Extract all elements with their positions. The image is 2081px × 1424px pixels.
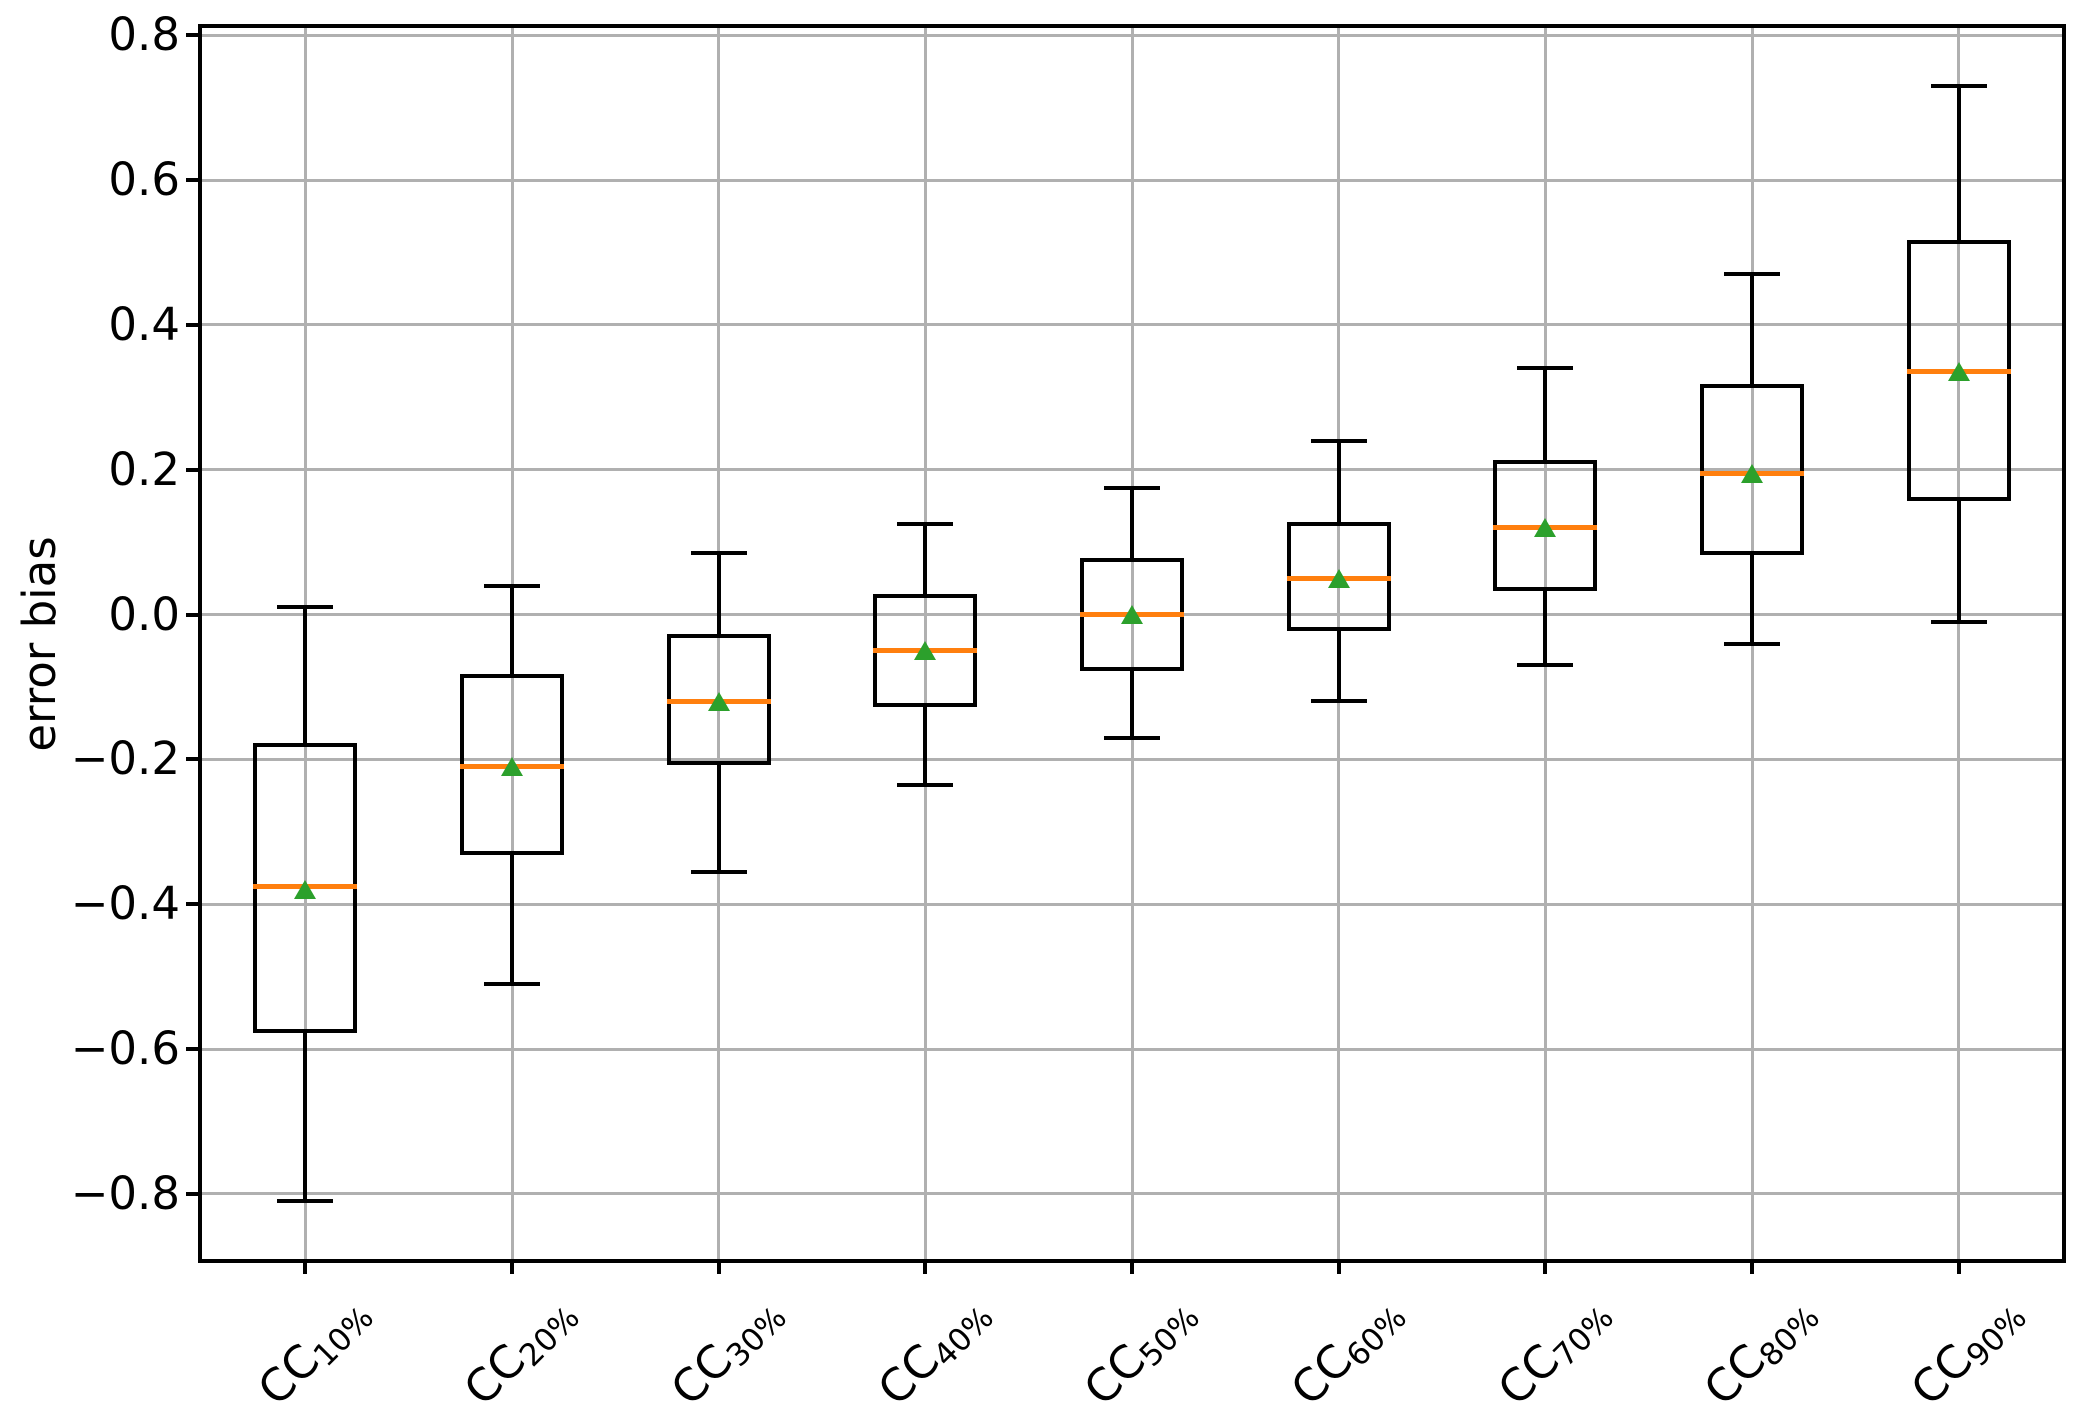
mean-marker	[294, 880, 317, 900]
lower-whisker-cap	[1930, 619, 1987, 624]
upper-whisker-cap	[897, 522, 954, 527]
x-tick-label: CC10%	[247, 1285, 380, 1418]
y-tick	[186, 178, 202, 183]
upper-whisker-cap	[1517, 366, 1574, 371]
x-tick-label: CC20%	[454, 1285, 587, 1418]
x-tick	[923, 1261, 928, 1274]
y-tick-label: −0.6	[70, 1022, 180, 1075]
x-tick	[1956, 1261, 1961, 1274]
h-gridline	[202, 468, 2062, 472]
x-tick	[1336, 1261, 1341, 1274]
mean-marker	[1741, 463, 1763, 483]
mean-marker	[1534, 518, 1557, 538]
y-tick-label: 0.6	[108, 153, 180, 207]
upper-whisker-line	[716, 552, 721, 637]
lower-whisker-cap	[690, 869, 747, 874]
lower-whisker-line	[1750, 552, 1754, 644]
upper-whisker-cap	[1724, 272, 1780, 277]
y-tick-label: 0.8	[108, 8, 180, 62]
y-tick-label: −0.2	[70, 732, 180, 786]
lower-whisker-line	[1543, 589, 1548, 666]
lower-whisker-cap	[897, 782, 954, 787]
h-gridline	[202, 1192, 2062, 1196]
x-tick	[510, 1261, 514, 1274]
y-tick	[186, 902, 202, 907]
v-gridline	[1957, 28, 1961, 1259]
y-tick-label: −0.8	[70, 1166, 180, 1220]
upper-whisker-line	[923, 524, 928, 597]
upper-whisker-line	[1130, 487, 1134, 561]
lower-whisker-line	[303, 1030, 308, 1202]
mean-marker	[707, 691, 730, 711]
lower-whisker-cap	[1517, 663, 1574, 668]
upper-whisker-line	[303, 607, 308, 745]
h-gridline	[202, 902, 2062, 906]
x-tick-label: CC30%	[661, 1285, 794, 1418]
y-tick-label: 0.4	[108, 297, 180, 351]
v-gridline	[1130, 28, 1134, 1259]
x-tick-label: CC60%	[1281, 1285, 1414, 1418]
h-gridline	[202, 323, 2062, 327]
lower-whisker-cap	[1104, 735, 1160, 740]
x-tick-label: CC40%	[867, 1285, 1000, 1418]
mean-marker	[1121, 605, 1143, 625]
x-tick	[303, 1261, 308, 1274]
h-gridline	[202, 757, 2062, 761]
x-tick-label: CC90%	[1901, 1285, 2034, 1418]
x-tick	[716, 1261, 721, 1274]
lower-whisker-line	[510, 853, 514, 984]
lower-whisker-cap	[1310, 699, 1367, 704]
y-tick	[186, 322, 202, 327]
mean-marker	[914, 641, 937, 661]
y-tick	[186, 612, 202, 617]
y-tick	[186, 467, 202, 472]
lower-whisker-cap	[484, 981, 540, 986]
y-tick-label: 0.0	[108, 587, 180, 641]
mean-marker	[1947, 362, 1970, 382]
upper-whisker-line	[1543, 368, 1548, 463]
h-gridline	[202, 33, 2062, 37]
h-gridline	[202, 178, 2062, 182]
y-tick-label: −0.4	[70, 877, 180, 931]
lower-whisker-line	[1956, 498, 1961, 622]
lower-whisker-line	[1130, 668, 1134, 738]
y-tick	[186, 33, 202, 38]
upper-whisker-line	[1956, 85, 1961, 242]
x-tick	[1750, 1261, 1754, 1274]
upper-whisker-line	[1750, 274, 1754, 387]
x-tick-label: CC70%	[1487, 1285, 1620, 1418]
upper-whisker-cap	[277, 605, 334, 610]
y-tick-label: 0.2	[108, 442, 180, 496]
lower-whisker-line	[1336, 629, 1341, 702]
x-tick-label: CC50%	[1074, 1285, 1207, 1418]
y-tick	[186, 1047, 202, 1051]
v-gridline	[717, 28, 721, 1259]
box-iqr-rect	[1700, 384, 1804, 555]
upper-whisker-cap	[1104, 485, 1160, 490]
y-tick	[186, 757, 202, 762]
upper-whisker-cap	[484, 583, 540, 588]
upper-whisker-cap	[1310, 438, 1367, 443]
x-tick	[1543, 1261, 1548, 1274]
lower-whisker-line	[716, 762, 721, 872]
lower-whisker-line	[923, 705, 928, 785]
mean-marker	[501, 757, 523, 777]
h-gridline	[202, 1047, 2062, 1051]
upper-whisker-cap	[1930, 83, 1987, 88]
lower-whisker-cap	[277, 1199, 334, 1204]
x-tick	[1130, 1261, 1134, 1274]
upper-whisker-line	[1336, 440, 1341, 524]
upper-whisker-cap	[690, 550, 747, 555]
lower-whisker-cap	[1724, 641, 1780, 646]
x-tick-label: CC80%	[1694, 1285, 1827, 1418]
y-tick	[186, 1191, 202, 1196]
mean-marker	[1327, 568, 1350, 588]
upper-whisker-line	[510, 585, 514, 677]
